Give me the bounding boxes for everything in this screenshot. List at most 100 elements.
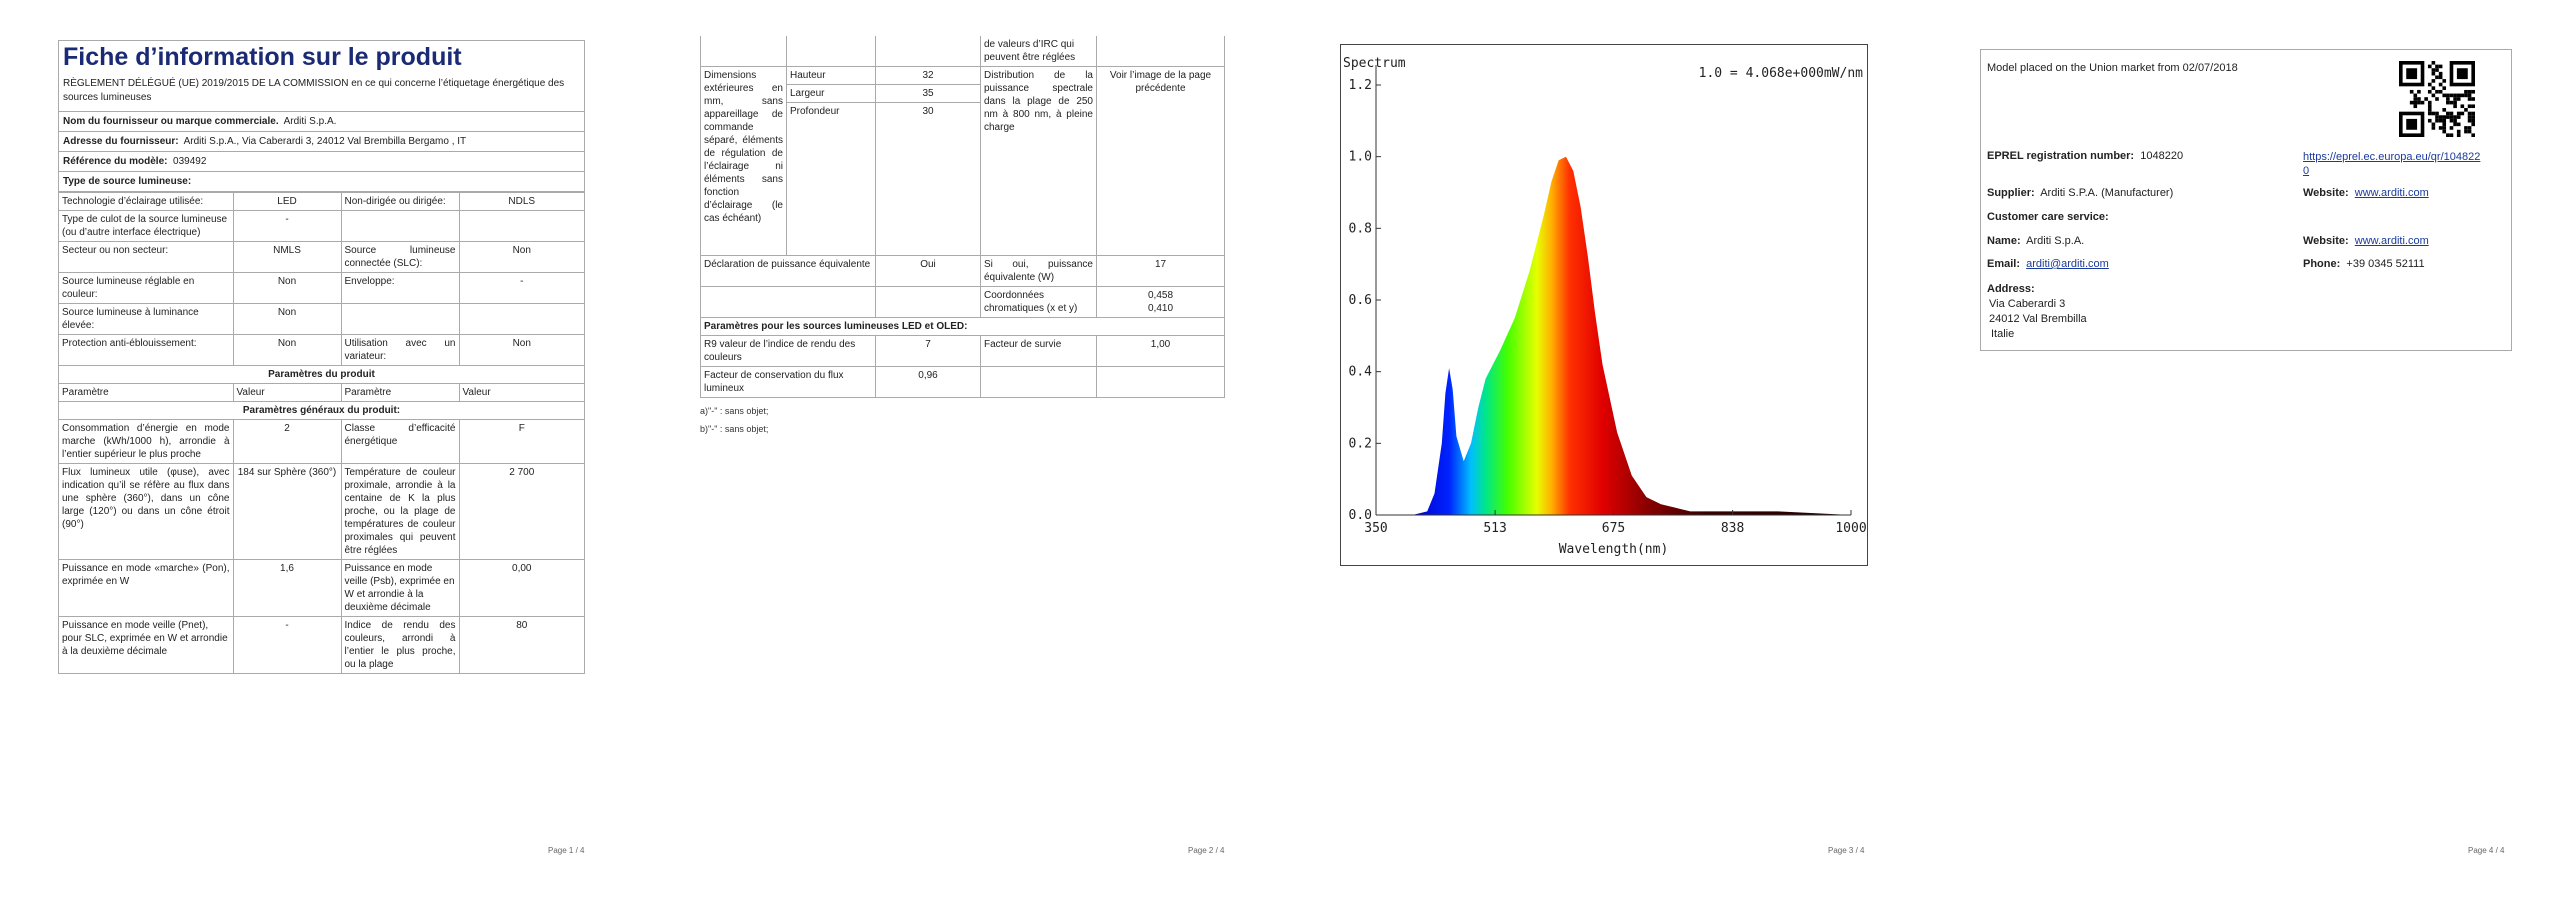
highlum-label: Source lumineuse à luminance élevée: xyxy=(59,303,234,335)
dimmer-value: Non xyxy=(458,334,584,366)
empty-cell xyxy=(340,210,460,242)
qr-code-icon[interactable] xyxy=(2399,61,2475,137)
x-tick-label: 1000 xyxy=(1835,521,1866,536)
page-1: Fiche d’information sur le produit RÈGLE… xyxy=(0,0,640,905)
address-block: Address: Via Caberardi 3 24012 Val Bremb… xyxy=(1987,282,2087,342)
page-4: Model placed on the Union market from 02… xyxy=(1920,0,2560,905)
x-tick-label: 350 xyxy=(1364,521,1387,536)
tunable-label: Source lumineuse réglable en couleur: xyxy=(59,272,234,304)
envelope-label: Enveloppe: xyxy=(340,272,460,304)
model-label: Référence du modèle: xyxy=(63,156,168,167)
supplier-line: Nom du fournisseur ou marque commerciale… xyxy=(59,112,584,132)
chroma-values: 0,458 0,410 xyxy=(1096,286,1225,318)
table-row: Flux lumineux utile (φuse), avec indicat… xyxy=(59,463,584,560)
antiglare-label: Protection anti-éblouissement: xyxy=(59,334,234,366)
energy-value: 2 xyxy=(232,419,342,464)
email-link[interactable]: arditi@arditi.com xyxy=(2026,258,2109,270)
empty-cell xyxy=(340,303,460,335)
tech-value: LED xyxy=(232,192,342,211)
supplier-label: Nom du fournisseur ou marque commerciale… xyxy=(63,116,279,127)
y-tick-label: 0.2 xyxy=(1349,436,1372,451)
cri-value: 80 xyxy=(458,616,584,674)
supplier-value: Arditi S.P.A. (Manufacturer) xyxy=(2040,187,2174,199)
flux-value: 184 sur Sphère (360°) xyxy=(232,463,342,560)
table-row: Déclaration de puissance équivalente Oui… xyxy=(700,255,1225,287)
address-line-3: Italie xyxy=(1991,328,2015,340)
maint-label: Facteur de conservation du flux lumineux xyxy=(700,366,876,398)
table-row: R9 valeur de l’indice de rendu des coule… xyxy=(700,335,1225,367)
market-text: Model placed on the Union market from 02… xyxy=(1987,62,2238,74)
class-label: Classe d’efficacité énergétique xyxy=(340,419,460,464)
r9-label: R9 valeur de l’indice de rendu des coule… xyxy=(700,335,876,367)
equiv-power-label: Si oui, puissance équivalente (W) xyxy=(980,255,1097,287)
table-row: Technologie d’éclairage utilisée: LED No… xyxy=(59,192,584,211)
nondir-value: NDLS xyxy=(458,192,584,211)
chroma-x: 0,458 xyxy=(1147,290,1174,301)
eprel-link[interactable]: https://eprel.ec.europa.eu/qr/1048220 xyxy=(2303,151,2481,177)
antiglare-value: Non xyxy=(232,334,342,366)
equiv-power-value: 17 xyxy=(1096,255,1225,287)
spectrum-chart-frame: 0.0 0.2 0.4 0.6 0.8 1.0 1.2 350 513 675 838 1000 Spe… xyxy=(1340,44,1868,566)
column-header-param: Paramètre xyxy=(340,383,460,402)
footnote-a: a)"-" : sans objet; xyxy=(700,406,769,416)
x-tick-label: 675 xyxy=(1602,521,1625,536)
page-number: Page 3 / 4 xyxy=(1828,846,1865,855)
dimmer-label: Utilisation avec un variateur: xyxy=(340,334,460,366)
column-header-param: Paramètre xyxy=(59,383,234,402)
supplier-label: Supplier: xyxy=(1987,187,2035,199)
highlum-value: Non xyxy=(232,303,342,335)
table-row: Paramètres généraux du produit: xyxy=(59,401,584,420)
y-tick-label: 0.8 xyxy=(1349,221,1372,236)
table-row: Coordonnées chromatiques (x et y) 0,458 0… xyxy=(700,286,1225,318)
tech-label: Technologie d’éclairage utilisée: xyxy=(59,192,234,211)
source-type-heading: Type de source lumineuse: xyxy=(59,172,584,192)
name-value: Arditi S.p.A. xyxy=(2026,235,2085,247)
website2-label: Website: xyxy=(2303,235,2349,247)
survival-label: Facteur de survie xyxy=(980,335,1097,367)
address-value: Arditi S.p.A., Via Caberardi 3, 24012 Va… xyxy=(183,136,467,147)
height-label: Hauteur xyxy=(786,66,876,85)
equiv-label: Déclaration de puissance équivalente xyxy=(700,255,876,287)
name-line: Name: Arditi S.p.A. xyxy=(1987,235,2084,247)
energy-label: Consommation d’énergie en mode marche (k… xyxy=(59,419,234,464)
envelope-value: - xyxy=(458,272,584,304)
address-line-2: 24012 Val Brembilla xyxy=(1989,313,2087,325)
website-label: Website: xyxy=(2303,187,2349,199)
address-label: Adresse du fournisseur: xyxy=(63,136,179,147)
pon-value: 1,6 xyxy=(232,559,342,617)
spectrum-chart: 0.0 0.2 0.4 0.6 0.8 1.0 1.2 350 513 675 838 1000 Spe… xyxy=(1343,56,1867,557)
table-row: Consommation d’énergie en mode marche (k… xyxy=(59,419,584,464)
empty-cell xyxy=(875,36,981,67)
empty-cell xyxy=(700,36,787,67)
pnet-label: Puissance en mode veille (Pnet), pour SL… xyxy=(59,616,234,674)
eprel-line: EPREL registration number: 1048220 xyxy=(1987,150,2183,162)
website-link[interactable]: www.arditi.com xyxy=(2354,187,2429,199)
table-header-row: Paramètre Valeur Paramètre Valeur xyxy=(59,383,584,402)
cap-label-2: (ou d’autre interface électrique) xyxy=(62,227,201,238)
website-line: Website: www.arditi.com xyxy=(2303,187,2429,199)
table-row: Type de culot de la source lumineuse (ou … xyxy=(59,210,584,242)
address-line-1: Via Caberardi 3 xyxy=(1989,298,2066,310)
table-row: Puissance en mode «marche» (Pon), exprim… xyxy=(59,559,584,617)
table-row: Facteur de conservation du flux lumineux… xyxy=(700,366,1225,398)
table-row: Largeur 35 xyxy=(701,84,1225,103)
table-row: de valeurs d’IRC qui peuvent être réglée… xyxy=(700,36,1225,67)
depth-value: 30 xyxy=(875,102,981,256)
depth-label: Profondeur xyxy=(786,102,876,256)
cap-label-cell: Type de culot de la source lumineuse (ou … xyxy=(59,210,234,242)
chart-title: Spectrum xyxy=(1343,56,1406,71)
y-tick-label: 0.0 xyxy=(1349,508,1372,523)
website2-link[interactable]: www.arditi.com xyxy=(2354,235,2429,247)
x-tick-label: 513 xyxy=(1483,521,1506,536)
footnote-b: b)"-" : sans objet; xyxy=(700,424,769,434)
product-table-continued: de valeurs d’IRC qui peuvent être réglée… xyxy=(700,36,1225,438)
tunable-value: Non xyxy=(232,272,342,304)
continued-table: de valeurs d’IRC qui peuvent être réglée… xyxy=(700,36,1225,398)
empty-cell xyxy=(1096,36,1225,67)
eprel-value: 1048220 xyxy=(2140,150,2184,162)
chroma-y: 0,410 xyxy=(1147,303,1174,314)
empty-cell xyxy=(458,210,584,242)
empty-cell xyxy=(1096,366,1225,398)
y-tick-label: 0.6 xyxy=(1349,293,1372,308)
maint-value: 0,96 xyxy=(875,366,981,398)
